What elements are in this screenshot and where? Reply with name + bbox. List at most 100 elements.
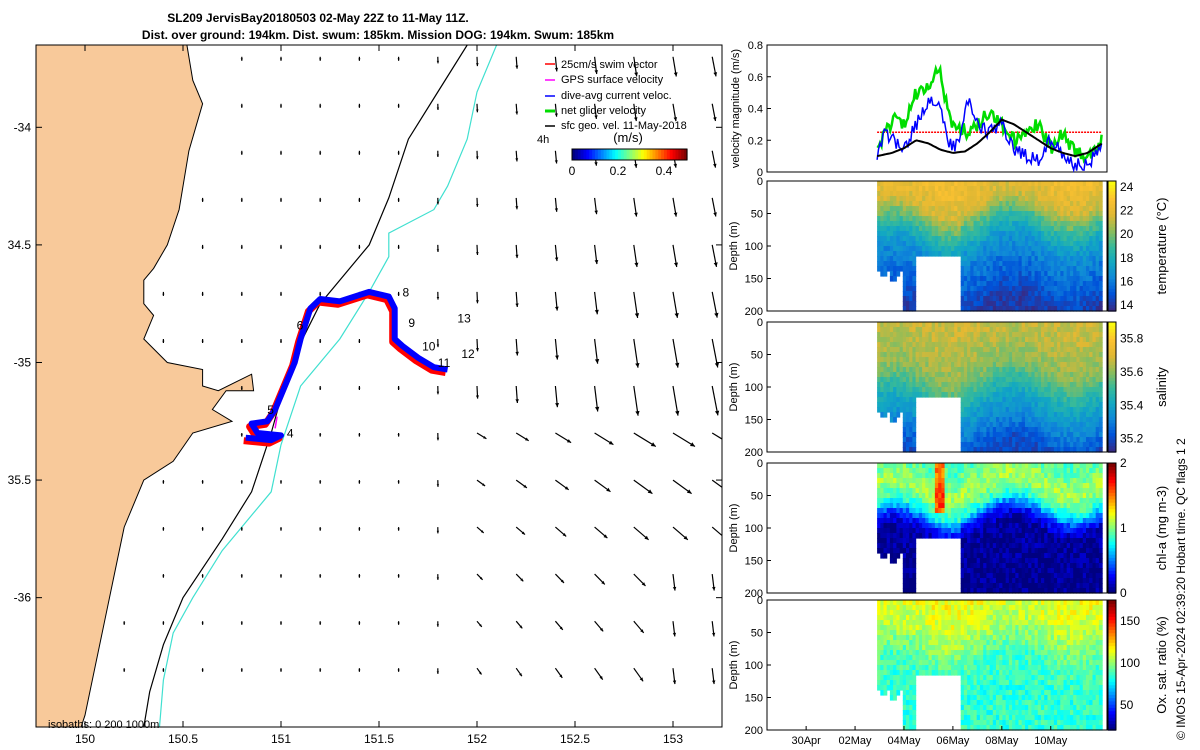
section-cell	[1028, 306, 1032, 312]
section-cell	[1044, 447, 1048, 453]
section-cell	[1092, 206, 1097, 212]
section-cell	[909, 337, 913, 343]
section-cell	[1028, 468, 1032, 474]
section-cell	[1098, 181, 1103, 187]
section-cell	[1015, 231, 1020, 237]
section-cell	[973, 412, 978, 418]
section-cell	[906, 402, 910, 408]
section-cell	[902, 588, 907, 594]
section-cell	[1044, 342, 1048, 348]
section-cell	[1002, 332, 1007, 338]
section-cell	[947, 498, 952, 504]
section-cell	[963, 347, 968, 353]
section-cell	[1086, 397, 1090, 403]
section-cell	[1089, 301, 1093, 307]
section-cell	[1095, 236, 1100, 242]
section-cell	[1028, 568, 1032, 574]
section-cell	[1070, 211, 1074, 217]
section-cell	[1012, 513, 1016, 519]
velocity-arrowhead	[673, 163, 677, 168]
section-cell	[1089, 377, 1093, 383]
section-cell	[989, 387, 994, 393]
section-cell	[983, 468, 987, 474]
section-cell	[1066, 427, 1071, 433]
section-cell	[886, 488, 891, 494]
section-cell	[986, 251, 991, 257]
section-cell	[909, 463, 913, 469]
section-cell	[999, 206, 1003, 212]
section-cell	[1018, 578, 1023, 584]
section-cell	[1063, 337, 1068, 343]
section-colorbar-cell	[1108, 335, 1116, 339]
section-cell	[967, 221, 971, 227]
section-cell	[918, 503, 923, 509]
section-cell	[1086, 322, 1090, 328]
section-cell	[922, 246, 926, 252]
section-cell	[934, 337, 939, 343]
section-cell	[1037, 221, 1042, 227]
section-colorbar-label: salinity	[1154, 367, 1169, 407]
section-cell	[951, 468, 955, 474]
section-cell	[960, 372, 965, 378]
section-cell	[960, 417, 965, 423]
section-cell	[922, 387, 926, 393]
section-cell	[934, 186, 939, 192]
section-cell	[989, 432, 994, 438]
section-cell	[1063, 347, 1068, 353]
section-cell	[912, 306, 917, 312]
section-cell	[947, 216, 952, 222]
section-cell	[1002, 372, 1007, 378]
section-cell	[1031, 473, 1036, 479]
section-cell	[960, 241, 965, 247]
section-cell	[1066, 337, 1071, 343]
section-cell	[1082, 261, 1087, 267]
section-colorbar-cell	[1108, 220, 1116, 224]
section-cell	[944, 377, 949, 383]
section-cell	[1057, 387, 1061, 393]
section-cell	[1057, 412, 1061, 418]
section-cell	[976, 538, 981, 544]
section-cell	[880, 493, 885, 499]
section-cell	[925, 246, 930, 252]
section-cell	[909, 377, 913, 383]
section-cell	[934, 347, 939, 353]
section-cell	[1041, 256, 1045, 262]
section-cell	[889, 513, 894, 519]
section-cell	[992, 548, 997, 554]
section-cell	[1050, 306, 1055, 312]
section-cell	[1031, 432, 1036, 438]
section-cell	[902, 231, 907, 237]
section-cell	[925, 503, 930, 509]
section-cell	[1021, 447, 1026, 453]
section-cell	[1073, 347, 1077, 353]
section-cell	[983, 533, 987, 539]
section-cell	[1018, 241, 1023, 247]
section-cell	[1021, 281, 1026, 287]
section-cell	[1082, 306, 1087, 312]
section-cell	[983, 261, 987, 267]
section-cell	[1095, 301, 1100, 307]
section-cell	[893, 553, 897, 559]
section-cell	[976, 447, 981, 453]
section-cell	[970, 301, 975, 307]
section-cell	[1086, 236, 1090, 242]
section-cell	[906, 231, 910, 237]
section-cell	[909, 296, 913, 302]
section-cell	[1076, 397, 1081, 403]
section-cell	[1098, 226, 1103, 232]
section-cell	[979, 216, 984, 222]
section-cell	[986, 493, 991, 499]
section-cell	[963, 377, 968, 383]
section-cell	[992, 412, 997, 418]
section-cell	[941, 488, 946, 494]
section-cell	[893, 498, 897, 504]
section-cell	[899, 528, 904, 534]
section-cell	[889, 231, 894, 237]
velocity-arrowhead	[639, 677, 644, 682]
section-cell	[1021, 332, 1026, 338]
section-ytick-label: 100	[745, 241, 763, 253]
section-cell	[1073, 231, 1077, 237]
section-cell	[970, 533, 975, 539]
section-cell	[996, 392, 1000, 398]
section-cell	[922, 357, 926, 363]
